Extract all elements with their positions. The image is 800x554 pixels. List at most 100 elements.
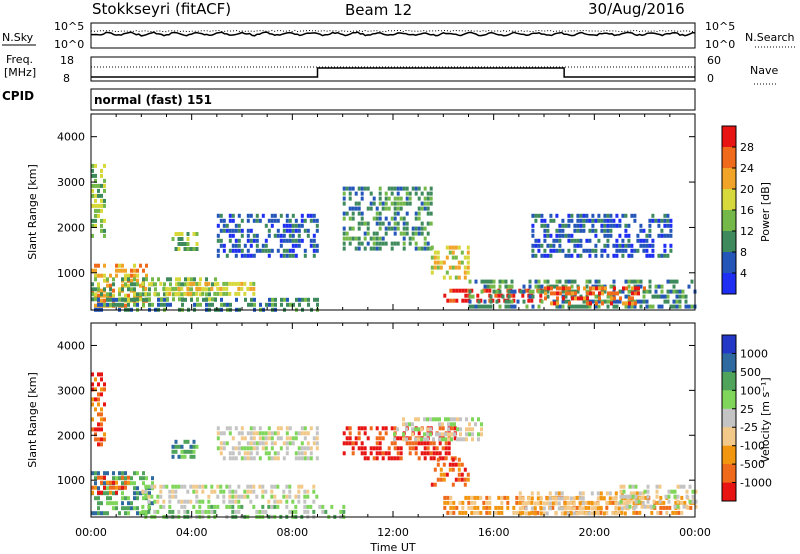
range-gate-cell (543, 248, 547, 253)
range-gate-cell (658, 499, 662, 504)
range-gate-cell (461, 500, 465, 505)
range-gate-cell (190, 297, 193, 302)
colorbar-swatch (722, 390, 736, 410)
range-gate-cell (234, 509, 238, 514)
range-gate-cell (530, 510, 534, 515)
range-gate-cell (133, 268, 136, 273)
range-gate-cell (157, 292, 160, 297)
range-gate-cell (142, 292, 145, 297)
range-gate-cell (448, 275, 452, 280)
range-gate-cell (646, 499, 650, 504)
range-gate-cell (348, 186, 352, 191)
range-gate-cell (591, 299, 595, 304)
range-gate-cell (249, 238, 253, 243)
range-gate-cell (216, 494, 220, 499)
range-gate-cell (276, 451, 280, 456)
range-gate-cell (348, 426, 352, 431)
range-gate-cell (177, 237, 181, 241)
range-gate-cell (639, 238, 643, 243)
range-gate-cell (446, 500, 450, 505)
range-gate-cell (447, 441, 451, 446)
range-gate-cell (414, 441, 418, 446)
range-gate-cell (531, 243, 535, 248)
range-gate-cell (444, 441, 448, 446)
range-gate-cell (550, 286, 553, 291)
colorbar-swatch (722, 210, 736, 232)
range-gate-cell (381, 206, 385, 211)
range-gate-cell (494, 510, 498, 515)
range-gate-cell (445, 270, 449, 275)
range-gate-cell (249, 253, 253, 258)
range-gate-cell (551, 501, 555, 506)
range-gate-cell (540, 223, 544, 228)
range-gate-cell (393, 241, 397, 246)
range-gate-cell (560, 506, 564, 511)
range-gate-cell (130, 297, 133, 302)
range-gate-cell (208, 302, 211, 307)
range-gate-cell (675, 279, 679, 284)
range-gate-cell (207, 504, 211, 509)
range-gate-cell (307, 302, 310, 307)
range-gate-cell (180, 444, 184, 449)
range-gate-cell (378, 246, 382, 251)
range-gate-cell (618, 233, 622, 238)
range-gate-cell (533, 501, 537, 506)
range-gate-cell (606, 228, 610, 233)
range-gate-cell (569, 500, 573, 505)
range-gate-cell (363, 431, 367, 436)
range-gate-cell (97, 422, 100, 427)
range-gate-cell (613, 291, 616, 296)
range-gate-cell (369, 446, 373, 451)
range-gate-cell (228, 233, 232, 238)
range-gate-cell (576, 213, 580, 218)
range-gate-cell (118, 511, 121, 516)
range-gate-cell (544, 286, 547, 291)
range-gate-cell (190, 277, 193, 282)
range-gate-cell (533, 506, 537, 511)
range-gate-cell (384, 426, 388, 431)
range-gate-cell (121, 302, 124, 307)
range-gate-cell (510, 279, 514, 284)
range-gate-cell (264, 509, 268, 514)
range-gate-cell (324, 509, 328, 514)
range-gate-cell (168, 291, 172, 296)
range-gate-cell (148, 491, 151, 496)
range-gate-cell (439, 467, 443, 472)
range-gate-cell (144, 484, 148, 489)
range-gate-cell (648, 228, 652, 233)
range-gate-cell (237, 248, 241, 253)
range-gate-cell (531, 228, 535, 233)
range-gate-cell (417, 211, 421, 216)
range-gate-cell (249, 228, 253, 233)
range-gate-cell (97, 193, 100, 198)
colorbar-tick-label: -1000 (740, 477, 772, 490)
range-gate-cell (174, 489, 178, 494)
range-gate-cell (393, 186, 397, 191)
range-gate-cell (121, 283, 124, 288)
range-gate-cell (252, 436, 256, 441)
range-gate-cell (587, 505, 591, 510)
range-gate-cell (414, 241, 418, 246)
range-gate-cell (596, 511, 600, 516)
range-gate-cell (606, 294, 610, 299)
range-gate-cell (399, 456, 403, 461)
range-gate-cell (153, 499, 157, 504)
range-gate-cell (669, 289, 673, 294)
range-gate-cell (402, 201, 406, 206)
range-gate-cell (654, 284, 658, 289)
range-gate-cell (436, 477, 440, 482)
range-gate-cell (174, 247, 178, 251)
range-gate-cell (249, 436, 253, 441)
range-gate-cell (306, 504, 310, 509)
range-gate-cell (588, 228, 592, 233)
range-gate-cell (536, 491, 540, 496)
range-gate-cell (387, 186, 391, 191)
range-gate-cell (411, 432, 414, 437)
range-gate-cell (192, 232, 196, 236)
range-gate-cell (480, 432, 483, 437)
range-gate-cell (228, 291, 232, 296)
range-gate-cell (195, 484, 199, 489)
range-gate-cell (219, 484, 223, 489)
